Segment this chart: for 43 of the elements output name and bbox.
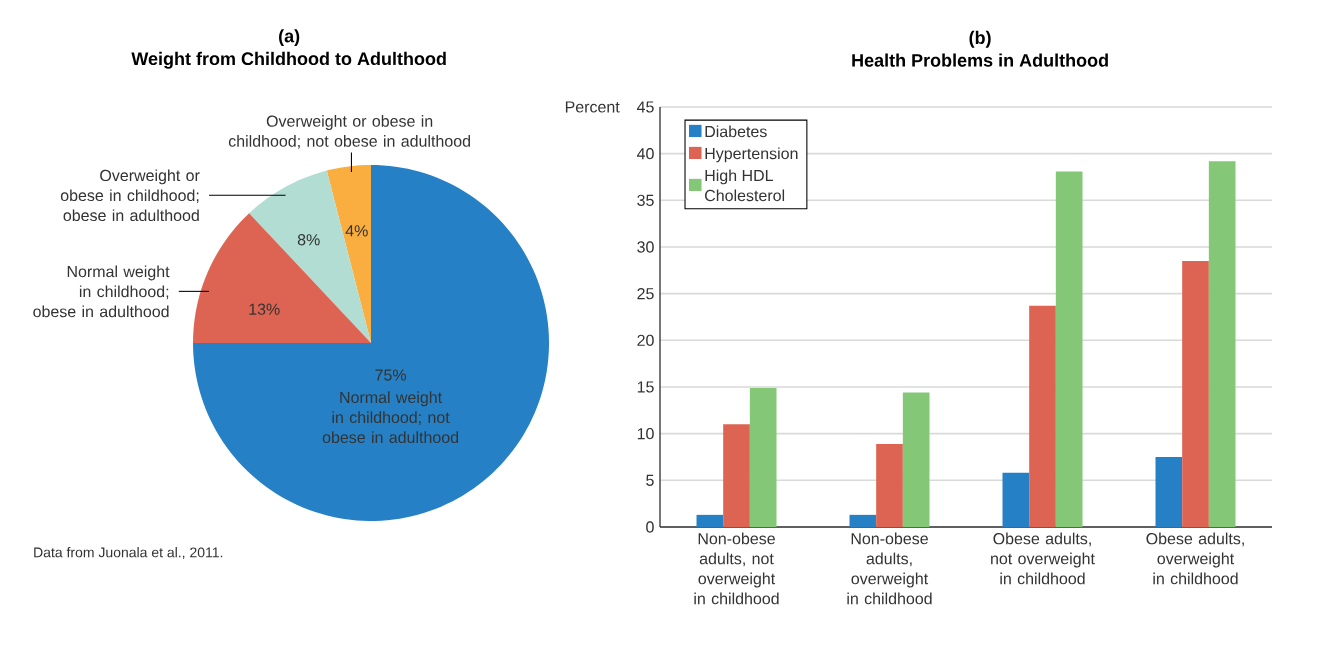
y-tick-label: 10 xyxy=(637,427,654,440)
bar xyxy=(696,514,724,527)
slice-label: Normal weight in childhood; obese in adulthood xyxy=(33,265,170,318)
bar xyxy=(1182,260,1209,527)
x-tick-label: Obese adults, not overweight in childhood xyxy=(991,532,1095,585)
bar xyxy=(876,443,903,527)
bar xyxy=(902,392,930,527)
text: Data from Juonala et al., 2011. xyxy=(34,547,223,559)
bar xyxy=(723,424,750,527)
slice-label: Overweight or obese in childhood; not obese in adulthood xyxy=(228,115,470,149)
data-label: 75% xyxy=(375,369,407,381)
bar xyxy=(1055,171,1083,527)
x-tick-label: Non-obese adults, not overweight in childhood xyxy=(694,532,779,605)
chart-subtitle: Health Problems in Adulthood xyxy=(852,53,1108,67)
slice-label: Overweight or obese in childhood; obese in adulthood xyxy=(60,169,200,222)
chart-title: (a) xyxy=(279,29,300,46)
chart-title: (b) xyxy=(969,30,991,48)
data-label: 4% xyxy=(345,225,368,237)
legend-label: Diabetes xyxy=(705,125,767,138)
bar xyxy=(1002,472,1030,527)
legend-label: Hypertension xyxy=(705,147,798,163)
x-tick-label: Obese adults, overweight in childhood xyxy=(1146,532,1244,585)
bar xyxy=(1155,456,1183,527)
y-tick-label: 20 xyxy=(637,334,654,346)
y-tick-label: 0 xyxy=(646,521,654,533)
y-axis-title: Percent xyxy=(565,101,620,113)
slice-label: Normal weight in childhood; not obese in adulthood xyxy=(322,391,459,444)
bar xyxy=(849,514,877,527)
y-tick-label: 15 xyxy=(637,381,654,393)
y-tick-label: 30 xyxy=(637,241,654,253)
legend-label: High HDL Cholesterol xyxy=(705,169,785,202)
x-tick-label: Non-obese adults, overweight in childhood xyxy=(847,532,932,605)
chart-subtitle: Weight from Childhood to Adulthood xyxy=(131,51,446,69)
y-tick-label: 25 xyxy=(637,288,654,300)
y-tick-label: 35 xyxy=(637,194,654,206)
data-label: 13% xyxy=(249,303,280,315)
y-tick-label: 5 xyxy=(646,474,654,486)
y-tick-label: 45 xyxy=(636,101,654,113)
y-tick-label: 40 xyxy=(636,148,654,160)
data-label: 8% xyxy=(297,234,320,246)
bar xyxy=(1208,161,1236,527)
bar xyxy=(749,387,777,527)
bar xyxy=(1029,305,1056,527)
